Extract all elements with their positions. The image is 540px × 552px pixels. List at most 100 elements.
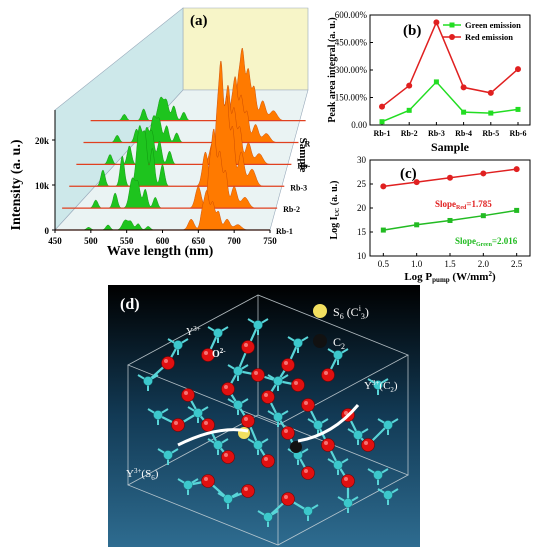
panel-a-spectra-3d: Rb-6Rb-5Rb-4Rb-3Rb-2Rb-1 450500550600650… bbox=[9, 7, 311, 259]
y-axis-title: Intensity (a. u.) bbox=[9, 139, 24, 230]
oxygen-highlight bbox=[364, 441, 368, 445]
data-point bbox=[379, 119, 385, 125]
yttrium-atom bbox=[143, 376, 153, 386]
x-tick-labels: Rb-1 Rb-2 Rb-3 Rb-4 Rb-5 Rb-6 bbox=[374, 122, 527, 138]
oxygen-atom bbox=[321, 438, 335, 452]
label-y3-top: Y3+ bbox=[186, 325, 201, 338]
yttrium-atom bbox=[163, 450, 173, 460]
sample-label: Rb-5 bbox=[305, 140, 311, 149]
label-y3-s6: Y3+(S6) bbox=[126, 467, 159, 482]
data-point bbox=[515, 66, 521, 73]
legend-marker bbox=[449, 34, 455, 40]
oxygen-highlight bbox=[204, 421, 208, 425]
yttrium-atom bbox=[253, 440, 263, 450]
spectrum-green-Rb-1 bbox=[76, 219, 163, 231]
data-point bbox=[433, 19, 440, 26]
panel-d-crystal-structure: S6 (Ci3) C2 Y3+ O2- Y3+(C2) Y3+(S6) (d) bbox=[108, 285, 420, 547]
y-tick-label: 30 bbox=[357, 155, 367, 165]
data-point bbox=[513, 166, 520, 173]
series-line-green bbox=[381, 80, 519, 123]
data-point bbox=[488, 110, 494, 116]
x-tick-label: 550 bbox=[120, 236, 134, 246]
x-tick-label: 700 bbox=[227, 236, 241, 246]
oxygen-atom bbox=[241, 340, 255, 354]
spectrum-red-Rb-3 bbox=[183, 60, 271, 187]
yttrium-atom bbox=[333, 460, 343, 470]
legend-label: Green emission bbox=[465, 20, 521, 30]
x-axis-title: Sample bbox=[431, 140, 470, 154]
y-tick-label: 10 bbox=[357, 251, 367, 261]
yttrium-atom bbox=[223, 494, 233, 504]
oxygen-highlight bbox=[184, 391, 188, 395]
yttrium-atom bbox=[343, 498, 353, 508]
y-tick-labels: 0.00 150.00% 300.00% 450.00% 600.00% bbox=[335, 10, 373, 130]
yttrium-atom bbox=[273, 376, 283, 386]
oxygen-atom bbox=[261, 390, 275, 404]
x-tick-label: Rb-1 bbox=[374, 129, 391, 138]
oxygen-highlight bbox=[204, 351, 208, 355]
yttrium-atom bbox=[213, 328, 223, 338]
slope-red-label: SlopeRed=1.785 bbox=[435, 199, 492, 211]
oxygen-highlight bbox=[304, 469, 308, 473]
oxygen-atom bbox=[341, 474, 355, 488]
depth-axis-title: Sample bbox=[297, 138, 309, 173]
panel-c-label: (c) bbox=[400, 166, 417, 182]
yttrium-atom bbox=[353, 430, 363, 440]
data-point bbox=[447, 217, 453, 223]
sample-label: Rb-2 bbox=[283, 205, 300, 214]
yttrium-atom bbox=[293, 338, 303, 348]
legend-s6-label: S6 (Ci3) bbox=[333, 304, 369, 321]
data-point bbox=[380, 183, 387, 190]
yttrium-atom bbox=[213, 440, 223, 450]
data-point bbox=[433, 79, 439, 85]
legend: Green emission Red emission bbox=[443, 20, 521, 42]
legend-s6-marker bbox=[313, 304, 327, 318]
oxygen-highlight bbox=[284, 429, 288, 433]
y-tick-label: 0 bbox=[45, 226, 50, 236]
y-tick-label: 600.00% bbox=[335, 10, 368, 20]
x-tick-label: 1.0 bbox=[411, 259, 423, 269]
oxygen-highlight bbox=[244, 343, 248, 347]
yttrium-atom bbox=[233, 400, 243, 410]
oxygen-highlight bbox=[284, 361, 288, 365]
panel-a-label: (a) bbox=[190, 13, 208, 29]
oxygen-atom bbox=[251, 368, 265, 382]
oxygen-atom bbox=[291, 378, 305, 392]
oxygen-atom bbox=[201, 418, 215, 432]
oxygen-highlight bbox=[174, 421, 178, 425]
yttrium-atom bbox=[373, 380, 383, 390]
data-point bbox=[379, 103, 385, 110]
yttrium-atom bbox=[233, 366, 243, 376]
oxygen-atom bbox=[361, 438, 375, 452]
oxygen-atom bbox=[171, 418, 185, 432]
x-tick-label: 2.0 bbox=[478, 259, 490, 269]
slope-green-label: SlopeGreen=2.016 bbox=[455, 236, 518, 248]
arrow-c2 bbox=[297, 404, 360, 443]
y-axis-title: Log IUC (a. u.) bbox=[329, 181, 341, 240]
spectrum-green-Rb-2 bbox=[83, 177, 171, 209]
oxygen-highlight bbox=[264, 393, 268, 397]
spectrum-green-Rb-3 bbox=[90, 125, 178, 187]
oxygen-atom bbox=[281, 358, 295, 372]
oxygen-atom bbox=[181, 388, 195, 402]
x-tick-label: 1.5 bbox=[444, 259, 456, 269]
oxygen-atom bbox=[301, 398, 315, 412]
yttrium-atom bbox=[333, 350, 343, 360]
y-tick-label: 450.00% bbox=[335, 38, 368, 48]
x-tick-label: 0.5 bbox=[378, 259, 390, 269]
x-tick-label: 2.5 bbox=[511, 259, 523, 269]
x-tick-label: 650 bbox=[192, 236, 206, 246]
x-axis-title: Wave length (nm) bbox=[107, 244, 214, 259]
oxygen-highlight bbox=[244, 487, 248, 491]
yttrium-atom bbox=[193, 408, 203, 418]
legend-c2-label: C2 bbox=[333, 335, 345, 351]
data-point bbox=[461, 109, 467, 115]
data-point bbox=[487, 89, 494, 96]
x-tick-label: Rb-5 bbox=[482, 129, 499, 138]
x-tick-label: Rb-6 bbox=[510, 129, 527, 138]
x-tick-label: 500 bbox=[84, 236, 98, 246]
series-lines bbox=[379, 19, 521, 125]
yttrium-atom bbox=[173, 340, 183, 350]
data-point bbox=[380, 227, 386, 233]
x-tick-label: Rb-4 bbox=[455, 129, 472, 138]
